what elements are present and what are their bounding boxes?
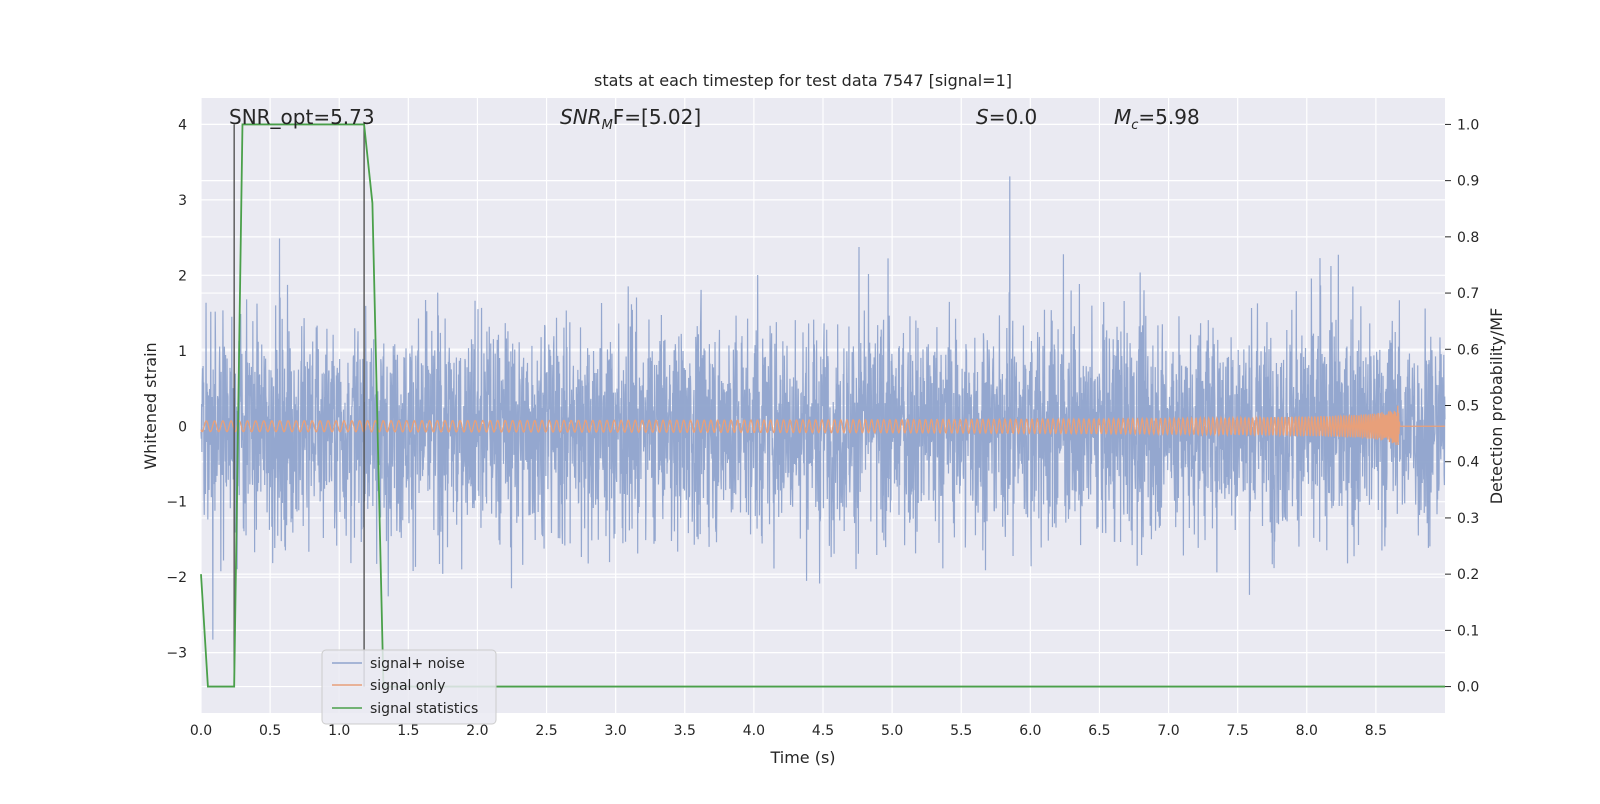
signal-line (200, 405, 1445, 446)
x-tick-8: 4.0 (743, 723, 765, 739)
x-tick-7: 3.5 (674, 723, 696, 739)
annotation-mc-sub: c (1131, 118, 1138, 133)
annotation-snr-mf-main: SNR (560, 105, 602, 129)
x-tick-10: 5.0 (881, 723, 903, 739)
y2-tick-labels: 1.0 0.9 0.8 0.7 0.6 0.5 0.4 0.3 0.2 0.1 0.0 (1445, 117, 1479, 696)
y-tick-7: −3 (166, 646, 187, 662)
x-tick-5: 2.5 (535, 723, 557, 739)
y-tick-5: −1 (166, 495, 187, 511)
vertical-markers (233, 124, 365, 687)
y2-tick-10: 0.0 (1457, 680, 1479, 696)
x-tick-3: 1.5 (397, 723, 419, 739)
y2-tick-3: 0.7 (1457, 286, 1479, 302)
x-axis-label: Time (s) (769, 748, 835, 767)
y-tick-3: 1 (178, 344, 187, 360)
y2-tick-1: 0.9 (1457, 174, 1479, 190)
series-signal-statistics (200, 123, 1445, 688)
y2-tick-8: 0.2 (1457, 567, 1479, 583)
annotation-snr-mf: SNRMF=[5.02] (560, 105, 701, 133)
y-tick-labels: 4 3 2 1 0 −1 −2 −3 (166, 117, 187, 661)
x-tick-13: 6.5 (1088, 723, 1110, 739)
x-tick-14: 7.0 (1157, 723, 1179, 739)
noise-line (200, 176, 1446, 640)
chart-title: stats at each timestep for test data 754… (594, 71, 1012, 90)
x-tick-labels: 0.0 0.5 1.0 1.5 2.0 2.5 3.0 3.5 4.0 4.5 5.0 5.5 6.0 6… (190, 723, 1387, 739)
annotation-snr-mf-sub: M (602, 118, 613, 133)
x-tick-4: 2.0 (466, 723, 488, 739)
y2-tick-4: 0.6 (1457, 342, 1479, 358)
legend: signal+ noise signal only signal statist… (321, 649, 497, 725)
x-tick-17: 8.5 (1365, 723, 1387, 739)
y2-tick-9: 0.1 (1457, 623, 1479, 639)
annotation-s-main: S (976, 105, 989, 129)
y2-tick-2: 0.8 (1457, 230, 1479, 246)
series-signal-noise (200, 176, 1446, 640)
annotation-mc-main: M (1114, 105, 1131, 129)
x-tick-1: 0.5 (259, 723, 281, 739)
x-tick-12: 6.0 (1019, 723, 1041, 739)
y-tick-0: 4 (178, 117, 187, 133)
annotation-snr-mf-rest: F=[5.02] (613, 105, 701, 129)
annotation-mc: Mc=5.98 (1114, 105, 1200, 133)
y-tick-1: 3 (178, 193, 187, 209)
y-axis-label: Whitened strain (141, 342, 160, 469)
x-tick-15: 7.5 (1227, 723, 1249, 739)
x-tick-6: 3.0 (605, 723, 627, 739)
y2-tick-0: 1.0 (1457, 117, 1479, 133)
x-tick-0: 0.0 (190, 723, 212, 739)
y2-axis-label: Detection probability/MF (1487, 308, 1506, 505)
y-tick-4: 0 (178, 419, 187, 435)
legend-box (321, 649, 497, 725)
annotation-snr-opt: SNR_opt=5.73 (229, 105, 375, 129)
annotation-s-rest: =0.0 (989, 105, 1038, 129)
y2-tick-7: 0.3 (1457, 511, 1479, 527)
series-signal-only (200, 405, 1445, 446)
y2-tick-6: 0.4 (1457, 455, 1479, 471)
y-tick-2: 2 (178, 268, 187, 284)
x-tick-9: 4.5 (812, 723, 834, 739)
y-tick-6: −2 (166, 570, 187, 586)
x-tick-16: 8.0 (1296, 723, 1318, 739)
x-tick-2: 1.0 (328, 723, 350, 739)
legend-label-signal-only: signal only (370, 678, 445, 694)
annotation-s: S=0.0 (976, 105, 1037, 129)
stats-line (200, 123, 1445, 688)
legend-label-signal-noise: signal+ noise (370, 656, 465, 672)
y2-tick-5: 0.5 (1457, 399, 1479, 415)
annotation-mc-rest: =5.98 (1138, 105, 1199, 129)
legend-label-signal-statistics: signal statistics (370, 701, 478, 717)
x-tick-11: 5.5 (950, 723, 972, 739)
